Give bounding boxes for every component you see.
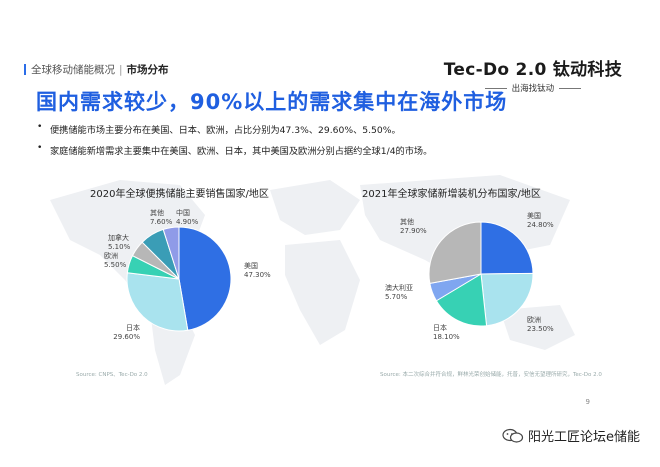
chart1-label-1: 日本 bbox=[126, 323, 140, 332]
logo-slogan-row: 出海找钛动 bbox=[444, 82, 622, 94]
chart2-value-label-1: 23.50% bbox=[527, 325, 554, 333]
brand-logo: Tec-Do 2.0 钛动科技 出海找钛动 bbox=[444, 55, 622, 94]
bullet-list: 便携储能市场主要分布在美国、日本、欧洲，占比分别为47.3%、29.60%、5.… bbox=[37, 121, 432, 164]
chart2-value-label-0: 24.80% bbox=[527, 221, 554, 229]
bullet-item: 便携储能市场主要分布在美国、日本、欧洲，占比分别为47.3%、29.60%、5.… bbox=[37, 121, 432, 136]
chart1-label-5: 中国 bbox=[176, 208, 190, 217]
chart2-slice-1 bbox=[480, 272, 534, 327]
breadcrumb-section: 全球移动储能概况 bbox=[31, 64, 115, 76]
slogan-line-left bbox=[484, 87, 507, 89]
breadcrumb-current: 市场分布 bbox=[126, 64, 169, 76]
chart1-slice-0 bbox=[178, 226, 232, 331]
chart2-slice-4 bbox=[428, 221, 482, 285]
chart2-label-4: 其他 bbox=[400, 217, 414, 226]
chart1-label-0: 美国 bbox=[244, 261, 258, 270]
breadcrumb: 全球移动储能概况 | 市场分布 bbox=[24, 62, 169, 77]
page-title: 国内需求较少，90%以上的需求集中在海外市场 bbox=[36, 90, 508, 114]
chart1-label-3: 加拿大 bbox=[108, 233, 129, 242]
chart1-value-label-4: 7.60% bbox=[150, 218, 173, 226]
chart1-title: 2020年全球便携储能主要销售国家/地区 bbox=[90, 189, 269, 200]
chart2-label-3: 澳大利亚 bbox=[385, 283, 413, 292]
page-number: 9 bbox=[585, 398, 590, 406]
chart2-slice-2 bbox=[435, 273, 488, 327]
chart1-value-label-5: 4.90% bbox=[176, 218, 199, 226]
chart2-label-1: 欧洲 bbox=[527, 315, 541, 324]
chart2-label-0: 美国 bbox=[527, 211, 541, 220]
watermark: 阳光工匠论坛e储能 bbox=[502, 426, 640, 445]
chart2-value-label-4: 27.90% bbox=[400, 227, 427, 235]
chart1-value-label-1: 29.60% bbox=[113, 333, 140, 341]
chart1-value-label-0: 47.30% bbox=[244, 271, 271, 279]
chart1-value-label-3: 5.10% bbox=[108, 243, 131, 251]
slogan-line-right bbox=[559, 87, 582, 89]
chart1-slice-1 bbox=[126, 272, 189, 332]
chart2-title: 2021年全球家储新增装机分布国家/地区 bbox=[362, 189, 541, 200]
breadcrumb-accent-bar bbox=[24, 64, 26, 75]
bullet-item: 家庭储能新增需求主要集中在美国、欧洲、日本，其中美国及欧洲分别占据约全球1/4的… bbox=[37, 142, 432, 157]
chart1-source: Source: CNPS、Tec-Do 2.0 bbox=[76, 372, 148, 378]
chart2-value-label-3: 5.70% bbox=[385, 293, 408, 301]
breadcrumb-separator: | bbox=[119, 63, 123, 76]
chart1-value-label-2: 5.50% bbox=[104, 261, 127, 269]
chart1-label-4: 其他 bbox=[150, 208, 164, 217]
logo-name: Tec-Do 2.0 钛动科技 bbox=[443, 60, 622, 80]
watermark-text: 阳光工匠论坛e储能 bbox=[528, 430, 640, 445]
logo-slogan: 出海找钛动 bbox=[511, 84, 555, 94]
wechat-icon bbox=[502, 428, 524, 443]
chart1-label-2: 欧洲 bbox=[104, 251, 118, 260]
chart2-slice-0 bbox=[480, 221, 534, 275]
chart1-slice-5 bbox=[162, 226, 180, 280]
chart2-label-2: 日本 bbox=[433, 323, 447, 332]
chart2-value-label-2: 18.10% bbox=[433, 333, 460, 341]
chart2-source: Source: 本二次综合并符合规，鲜林光荣创始储能，托普，安信无望理所研究，T… bbox=[380, 372, 602, 378]
